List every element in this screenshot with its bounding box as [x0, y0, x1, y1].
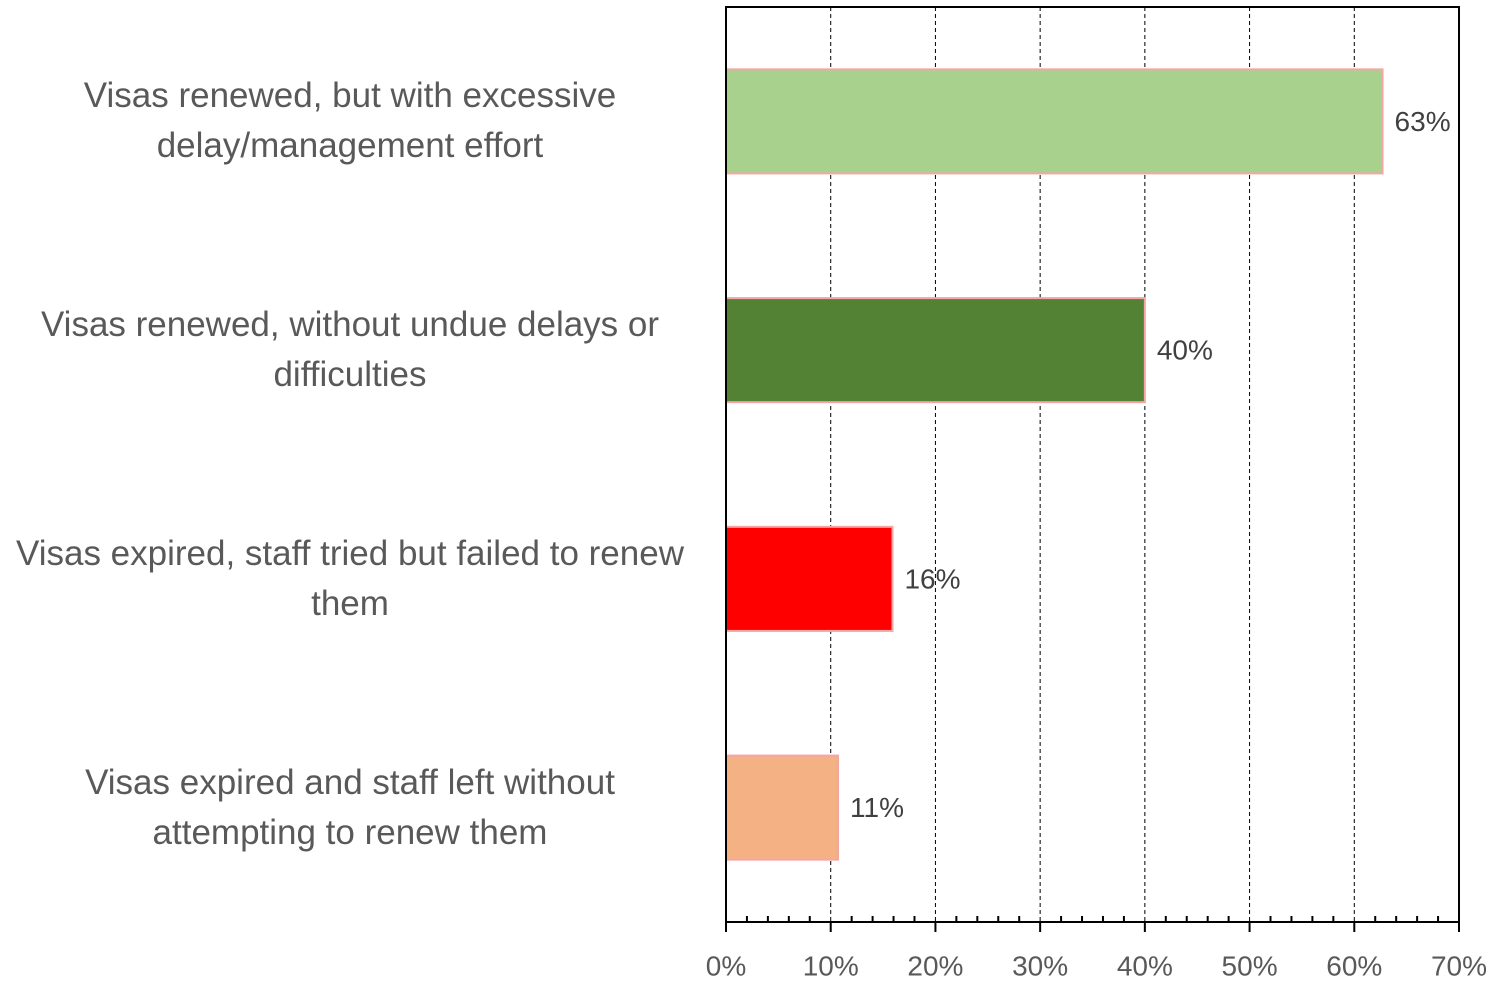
category-label: Visas expired, staff tried but failed to…	[16, 533, 684, 623]
x-tick-label: 70%	[1431, 950, 1487, 981]
data-label: 40%	[1157, 335, 1213, 366]
data-label: 63%	[1395, 106, 1451, 137]
x-tick-label: 30%	[1012, 950, 1068, 981]
data-label: 11%	[850, 792, 904, 823]
x-tick-label: 50%	[1222, 950, 1278, 981]
bar	[725, 525, 894, 632]
x-tick-label: 20%	[907, 950, 963, 981]
bar	[725, 754, 840, 861]
bar	[725, 68, 1384, 175]
category-label: Visas expired and staff left without att…	[85, 762, 615, 852]
category-label: Visas renewed, without undue delays or d…	[40, 305, 660, 395]
category-label: Visas renewed, but with excessive delay/…	[83, 76, 617, 166]
x-tick-label: 60%	[1326, 950, 1382, 981]
x-tick-label: 40%	[1117, 950, 1173, 981]
x-tick-label: 10%	[803, 950, 859, 981]
bar	[725, 297, 1146, 404]
data-label: 16%	[904, 563, 960, 594]
plot-frame	[725, 6, 1460, 923]
x-tick-label: 0%	[706, 950, 746, 981]
